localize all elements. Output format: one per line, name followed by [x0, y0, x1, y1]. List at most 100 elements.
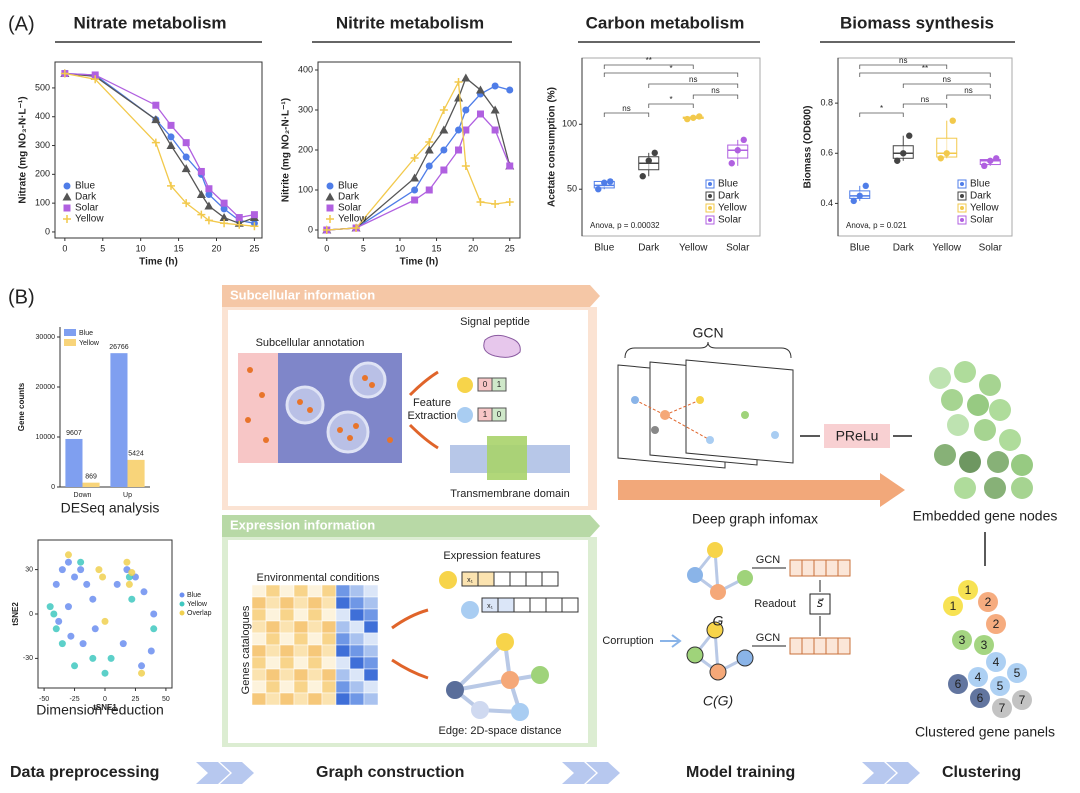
- label: Environmental conditions: [257, 572, 380, 584]
- marker: [220, 205, 228, 213]
- legend-label: Yellow: [338, 214, 367, 225]
- heat-cell: [251, 680, 267, 694]
- annotation: Anova, p = 0.00032: [590, 221, 660, 230]
- heat-cell: [265, 632, 281, 646]
- point: [684, 115, 691, 123]
- label: G: [713, 613, 724, 629]
- point: [856, 192, 863, 200]
- steps: Data preprocessing Graph construction Mo…: [10, 762, 1021, 784]
- bracket: [692, 94, 739, 99]
- node: [461, 601, 479, 619]
- x-tick-label: Solar: [726, 243, 750, 254]
- series-line: [64, 72, 255, 219]
- vector-cell: [545, 597, 563, 613]
- marker: [476, 198, 485, 206]
- section-title: Subcellular information: [230, 287, 375, 302]
- embed-cell: [813, 637, 827, 655]
- point: [595, 186, 602, 193]
- chart-title: Nitrite metabolism: [336, 13, 484, 32]
- point: [71, 662, 79, 670]
- vesicle: [326, 410, 370, 454]
- heat-cell: [293, 668, 309, 682]
- big-arrow: [618, 473, 905, 507]
- vector-cell: [509, 571, 527, 587]
- y-tick-label: 0: [308, 224, 313, 234]
- x-axis-label: Time (h): [139, 257, 178, 268]
- x-tick-label: -50: [39, 696, 49, 703]
- vector-cell: [529, 597, 547, 613]
- legend-label: Blue: [79, 330, 93, 337]
- marker: [476, 110, 484, 118]
- cluster-node: [978, 592, 998, 612]
- cell-label: x₁: [467, 577, 474, 584]
- x-tick-label: 10: [395, 243, 405, 253]
- plot-frame: [54, 61, 263, 239]
- legend-label: Solar: [75, 203, 99, 214]
- x-tick-label: Blue: [850, 243, 870, 254]
- marker: [352, 224, 361, 232]
- legend-label: Blue: [75, 181, 95, 192]
- cluster-label: 1: [950, 599, 957, 613]
- heat-cell: [349, 680, 365, 694]
- legend-label: Blue: [338, 181, 358, 192]
- step-label: Model training: [686, 764, 795, 781]
- heat-cell: [251, 620, 267, 634]
- x-tick-label: Dark: [638, 243, 660, 254]
- marker: [440, 166, 448, 174]
- embed-cell: [801, 637, 815, 655]
- heat-cell: [335, 692, 351, 706]
- marker: [506, 162, 514, 170]
- legend-label: Blue: [970, 179, 990, 190]
- heat-cell: [349, 596, 365, 610]
- marker: [506, 86, 514, 94]
- x-tick-label: -25: [69, 696, 79, 703]
- cluster-node: [990, 676, 1010, 696]
- y-tick-label: 0.4: [820, 198, 833, 208]
- cluster-node: [974, 635, 994, 655]
- cluster-label: 7: [1019, 693, 1026, 707]
- significance-label: *: [669, 64, 672, 73]
- x-tick-label: Down: [74, 492, 92, 499]
- marker: [235, 214, 243, 222]
- heat-cell: [349, 692, 365, 706]
- section-header: [222, 285, 600, 307]
- feature-vector: [461, 571, 579, 613]
- marker: [491, 126, 499, 134]
- marker: [424, 145, 434, 154]
- y-tick-label: 0: [29, 611, 33, 618]
- marker: [322, 226, 331, 234]
- arrow: [391, 658, 429, 680]
- heat-cell: [293, 692, 309, 706]
- heat-cell: [321, 584, 337, 598]
- x-tick-label: 25: [249, 243, 259, 253]
- series-line: [326, 113, 511, 231]
- cluster-node: [970, 688, 990, 708]
- heat-cell: [307, 632, 323, 646]
- heat-cell: [279, 644, 295, 658]
- embedding: [789, 559, 851, 655]
- cluster-label: 5: [1014, 666, 1021, 680]
- marker: [325, 192, 335, 201]
- heat-cell: [279, 596, 295, 610]
- heat-cell: [335, 620, 351, 634]
- marker: [204, 216, 213, 225]
- graph-nodes: [446, 633, 549, 721]
- label: Corruption: [602, 635, 653, 647]
- heat-cell: [349, 644, 365, 658]
- bracket: [859, 72, 991, 77]
- heat-cell: [321, 680, 337, 694]
- point: [138, 662, 146, 670]
- x-tick-label: 25: [132, 696, 140, 703]
- point: [101, 669, 109, 677]
- point: [981, 162, 988, 170]
- arrow: [391, 608, 429, 630]
- legend-label: Yellow: [970, 203, 999, 214]
- heat-cell: [363, 692, 379, 706]
- layer-graph: [631, 396, 779, 444]
- heat-cell: [279, 656, 295, 670]
- heat-cell: [321, 656, 337, 670]
- chart-title: DESeq analysis: [61, 500, 160, 516]
- legend-label: Yellow: [79, 340, 100, 347]
- point: [64, 603, 72, 611]
